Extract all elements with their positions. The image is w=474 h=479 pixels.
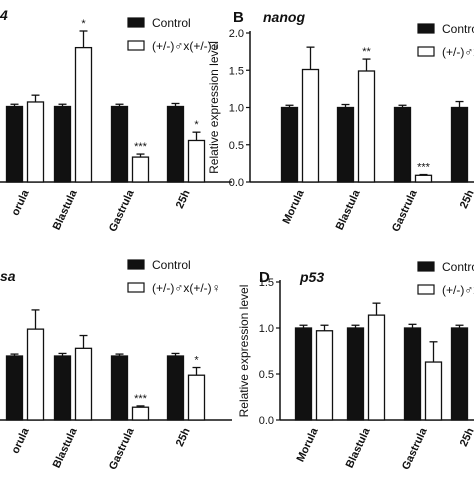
category-label-A-1: Blastula	[51, 187, 80, 232]
category-label-C-3: 25h	[174, 426, 193, 449]
legend-swatch-treatment-B	[417, 46, 435, 57]
y-tick-label-D: 0.0	[259, 415, 274, 427]
legend-label-treatment-B: (+/-)♂x(+/-)♀	[442, 45, 474, 59]
category-label-D-1: Blastula	[344, 425, 373, 470]
category-label-A-3: 25h	[174, 188, 193, 211]
y-tick-label-B: 1.5	[229, 65, 244, 77]
bar-B-control-3	[450, 106, 469, 183]
bar-C-control-1	[53, 355, 72, 421]
bar-D-control-2	[403, 327, 422, 421]
bar-D-treatment-0	[315, 330, 334, 421]
bar-D-treatment-2	[424, 361, 443, 421]
bar-D-treatment-1	[367, 314, 386, 421]
legend-label-treatment-A: (+/-)♂x(+/-)♀	[152, 39, 221, 53]
y-tick-label-B: 0.5	[229, 140, 244, 152]
significance-marker-B-2: ***	[417, 162, 431, 174]
bar-D-control-3	[450, 327, 469, 421]
category-label-D-2: Gastrula	[400, 425, 430, 471]
significance-marker-C-3: *	[194, 355, 199, 367]
legend-label-treatment-D: (+/-)♂x(+/-)♀	[442, 283, 474, 297]
legend-swatch-control-D	[417, 261, 435, 272]
category-label-C-1: Blastula	[51, 425, 80, 470]
bar-B-treatment-2	[414, 174, 433, 183]
legend-swatch-treatment-D	[417, 284, 435, 295]
significance-marker-A-1: *	[81, 18, 86, 30]
y-tick-label-B: 2.0	[229, 28, 244, 40]
category-label-B-0: Morula	[281, 187, 307, 226]
bar-C-treatment-2	[131, 406, 150, 421]
panel-label-B: B	[233, 9, 244, 26]
category-label-C-0: orula	[9, 425, 32, 455]
bar-A-control-1	[53, 105, 72, 183]
category-label-D-3: 25h	[458, 426, 474, 449]
legend-label-treatment-C: (+/-)♂x(+/-)♀	[152, 281, 221, 295]
category-label-A-2: Gastrula	[107, 187, 137, 233]
bar-C-control-2	[110, 355, 129, 421]
bar-D-control-1	[346, 327, 365, 421]
bar-A-treatment-1	[74, 46, 93, 183]
legend-swatch-control-B	[417, 23, 435, 34]
bar-B-treatment-1	[357, 70, 376, 183]
gene-name-D: p53	[299, 269, 324, 285]
legend-swatch-treatment-A	[127, 40, 145, 51]
legend-label-control-D: Control	[442, 260, 474, 274]
bar-C-control-0	[5, 355, 24, 421]
significance-marker-A-3: *	[194, 119, 199, 131]
y-tick-label-D: 0.5	[259, 369, 274, 381]
bar-B-control-2	[393, 106, 412, 183]
y-tick-label-D: 1.0	[259, 323, 274, 335]
bar-B-control-1	[336, 106, 355, 183]
category-label-A-0: orula	[9, 187, 32, 217]
bar-A-treatment-2	[131, 156, 150, 183]
y-tick-label-B: 1.0	[229, 103, 244, 115]
bar-C-treatment-3	[187, 374, 206, 421]
bar-D-control-0	[294, 327, 313, 421]
y-axis-label-D: Relative expression level	[237, 285, 251, 418]
bar-A-treatment-0	[26, 101, 45, 183]
y-axis-label-B: Relative expression level	[207, 41, 221, 174]
legend-swatch-treatment-C	[127, 282, 145, 293]
bar-A-control-2	[110, 105, 129, 183]
bar-A-treatment-3	[187, 139, 206, 183]
panel-label-D: D	[259, 269, 270, 286]
bar-C-treatment-1	[74, 347, 93, 421]
bar-A-control-3	[166, 105, 185, 183]
significance-marker-C-2: ***	[134, 393, 148, 405]
y-tick-label-D: 1.5	[259, 277, 274, 289]
significance-marker-B-1: **	[362, 46, 371, 58]
bar-C-control-3	[166, 355, 185, 421]
legend-label-control-C: Control	[152, 258, 191, 272]
legend-label-control-B: Control	[442, 22, 474, 36]
category-label-B-2: Gastrula	[390, 187, 420, 233]
category-label-B-1: Blastula	[334, 187, 363, 232]
legend-swatch-control-C	[127, 259, 145, 270]
significance-marker-A-2: ***	[134, 141, 148, 153]
bar-B-control-0	[280, 106, 299, 183]
y-tick-label-B: 0.0	[229, 177, 244, 189]
category-label-B-3: 25h	[458, 188, 474, 211]
gene-name-A: 4	[0, 7, 8, 23]
category-label-C-2: Gastrula	[107, 425, 137, 471]
bar-A-control-0	[5, 105, 24, 183]
gene-name-B: nanog	[263, 9, 305, 25]
bar-B-treatment-0	[301, 68, 320, 183]
category-label-D-0: Morula	[295, 425, 321, 464]
gene-name-C: sa	[0, 268, 16, 284]
bar-C-treatment-0	[26, 328, 45, 421]
legend-swatch-control-A	[127, 17, 145, 28]
legend-label-control-A: Control	[152, 16, 191, 30]
